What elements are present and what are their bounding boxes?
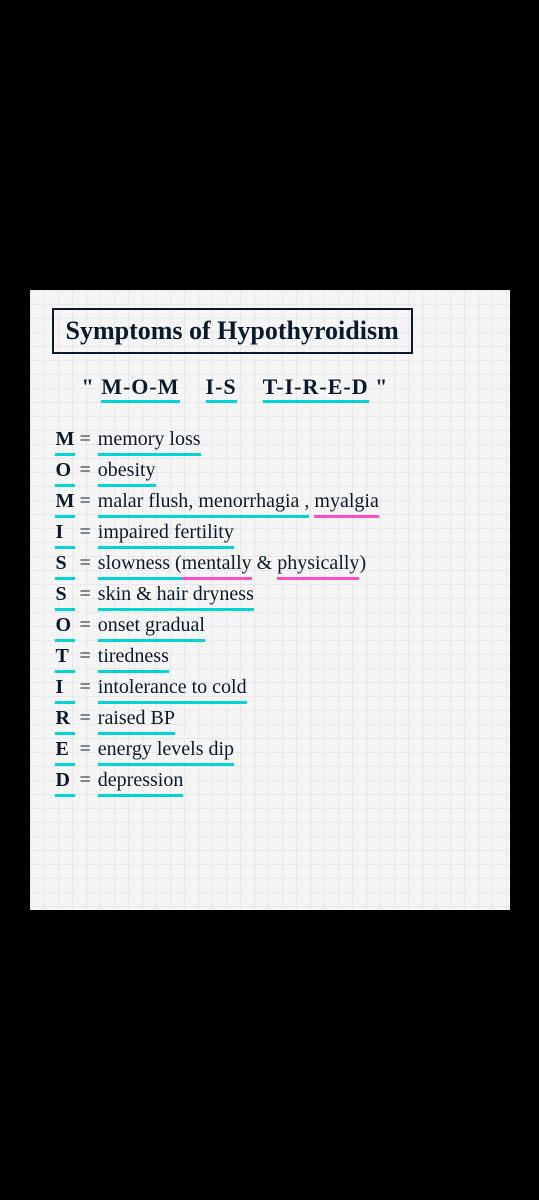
symptom-text-part: mentally [182,548,252,579]
symptom-text-part: & [252,552,278,574]
symptom-text-part: myalgia [314,486,378,517]
mnemonic-letter: I [56,517,78,548]
symptom-item: O= obesity [56,455,488,486]
equals-sign: = [80,459,91,481]
symptom-item: M= malar flush, menorrhagia , myalgia [56,486,488,517]
mnemonic-letter: O [56,455,78,486]
equals-sign: = [80,676,91,698]
page-title: Symptoms of Hypothyroidism [66,316,399,345]
symptom-text-part: , menorrhagia , [188,486,309,517]
mnemonic-row: " M-O-M I-S T-I-R-E-D " [82,374,488,400]
symptom-item: M= memory loss [56,424,488,455]
mnemonic-letter: M [56,486,78,517]
mnemonic-letter: E [56,734,78,765]
symptom-text: memory loss [98,424,201,455]
symptom-item: D= depression [56,765,488,796]
symptom-text: intolerance to cold [98,672,247,703]
symptom-item: R= raised BP [56,703,488,734]
mnemonic-letter: S [56,579,78,610]
symptom-text: skin & hair dryness [98,579,254,610]
symptom-item: I= intolerance to cold [56,672,488,703]
equals-sign: = [80,583,91,605]
symptom-item: S= slowness (mentally & physically) [56,548,488,579]
quote-open: " [82,374,95,399]
symptom-text-part: slowness ( [98,548,182,579]
symptom-text-part: malar flush [98,486,189,517]
equals-sign: = [80,645,91,667]
symptom-item: I= impaired fertility [56,517,488,548]
symptom-text: raised BP [98,703,175,734]
equals-sign: = [80,521,91,543]
symptom-text: tiredness [98,641,169,672]
symptom-text: impaired fertility [98,517,234,548]
mnemonic-letter: S [56,548,78,579]
mnemonic-word-3: T-I-R-E-D [263,374,369,400]
symptom-text-part: physically [277,548,359,579]
symptom-text-part: ) [359,552,366,574]
mnemonic-letter: D [56,765,78,796]
symptom-item: E= energy levels dip [56,734,488,765]
mnemonic-letter: T [56,641,78,672]
mnemonic-letter: R [56,703,78,734]
mnemonic-letter: O [56,610,78,641]
equals-sign: = [80,614,91,636]
equals-sign: = [80,738,91,760]
equals-sign: = [80,552,91,574]
symptom-item: O= onset gradual [56,610,488,641]
mnemonic-word-1: M-O-M [101,374,179,400]
symptom-text: depression [98,765,184,796]
quote-close: " [375,374,388,399]
equals-sign: = [80,769,91,791]
equals-sign: = [80,490,91,512]
equals-sign: = [80,707,91,729]
symptom-item: T= tiredness [56,641,488,672]
note-paper: Symptoms of Hypothyroidism " M-O-M I-S T… [30,290,510,910]
symptom-item: S= skin & hair dryness [56,579,488,610]
mnemonic-word-2: I-S [206,374,237,400]
mnemonic-letter: M [56,424,78,455]
title-box: Symptoms of Hypothyroidism [52,308,413,354]
symptom-text: energy levels dip [98,734,234,765]
equals-sign: = [80,428,91,450]
mnemonic-letter: I [56,672,78,703]
symptom-text: onset gradual [98,610,205,641]
symptom-list: M= memory lossO= obesityM= malar flush, … [56,424,488,796]
symptom-text: obesity [98,455,156,486]
